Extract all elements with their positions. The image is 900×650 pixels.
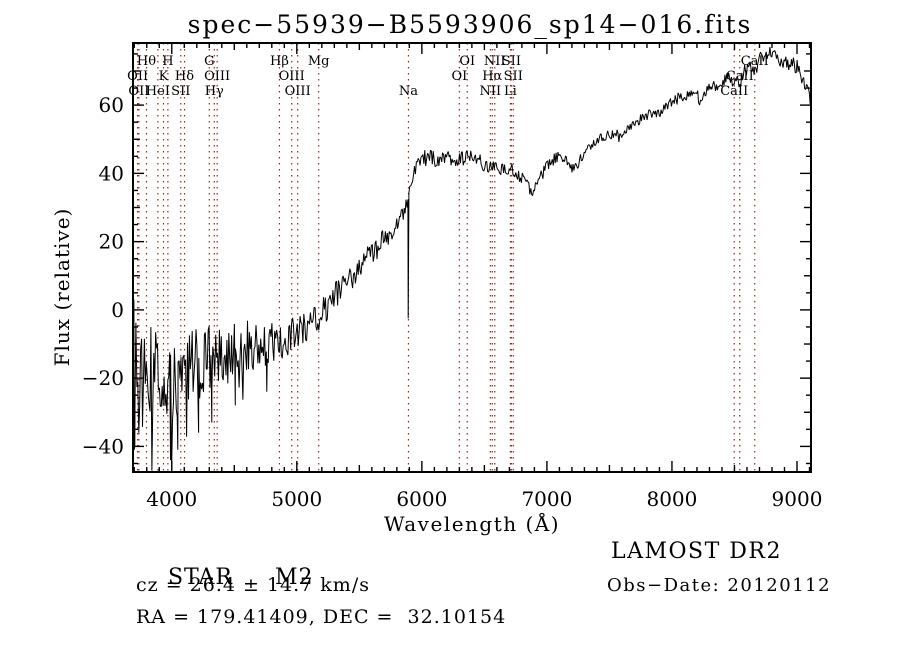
spectral-line-label: Hγ (205, 84, 224, 99)
plot-frame (132, 42, 812, 473)
y-tick-label: 40 (99, 161, 124, 185)
obs-date-line: Obs−Date: 20120112 (607, 575, 832, 596)
spectral-line-label: H (162, 54, 173, 69)
axis-ticks-group (133, 44, 811, 471)
object-type-label: STAR (167, 565, 233, 590)
spectral-line-label: SII (171, 84, 190, 99)
y-tick-label: 20 (99, 230, 124, 254)
x-tick-label: 4000 (146, 487, 197, 511)
spectral-line-label: Hδ (175, 69, 194, 84)
x-tick-label: 6000 (396, 487, 447, 511)
spectral-line-label: NII (484, 54, 506, 69)
cz-value-line: cz = 26.4 ± 14.7 km/s (136, 574, 370, 596)
spectral-line-label: SII (502, 54, 521, 69)
spectral-line-label: NII (480, 84, 502, 99)
x-tick-label: 7000 (521, 487, 572, 511)
spectral-line-label: SII (504, 69, 523, 84)
x-tick-label: 5000 (271, 487, 322, 511)
spectral-line-label: Hβ (270, 54, 289, 69)
spectrum-trace (133, 47, 811, 471)
survey-label: LAMOST DR2 (611, 539, 782, 564)
y-tick-label: 60 (99, 93, 124, 117)
spectral-line-label: OI (451, 69, 467, 84)
spectral-line-label: HeI (146, 84, 170, 99)
spectral-line-label: Na (399, 84, 418, 99)
x-tick-label: 8000 (646, 487, 697, 511)
spectral-line-label: Mg (308, 54, 330, 69)
spectral-line-label: Hα (482, 69, 502, 84)
axis-tick-labels-group: 4000 5000 6000 7000 8000 9000 60 40 20 0 −20 −40 (82, 93, 823, 511)
spectral-line-label: CaII (720, 84, 748, 99)
spectral-line-label: OI (459, 54, 475, 69)
subclass-label: M2 (274, 565, 314, 590)
y-tick-label: 0 (111, 298, 124, 322)
spectral-line-label: K (159, 69, 169, 84)
ra-dec-line: RA = 179.41409, DEC = 32.10154 (136, 606, 507, 628)
y-tick-label: −20 (82, 366, 124, 390)
spectral-lines-group (137, 43, 756, 472)
spectral-line-label: Li (504, 84, 517, 99)
spectral-line-label: Hθ (137, 54, 156, 69)
x-tick-label: 9000 (772, 487, 823, 511)
spectral-line-label: OIII (279, 69, 305, 84)
y-tick-label: −40 (82, 434, 124, 458)
page-title: spec−55939−B5593906_sp14−016.fits (187, 10, 753, 39)
plot-border (132, 42, 812, 473)
spectral-line-label: OIII (204, 69, 230, 84)
x-axis-label: Wavelength (Å) (383, 512, 561, 536)
classification-line: STAR M2 (136, 540, 314, 615)
spectrum-trace-group (133, 47, 811, 471)
spectral-line-label: OIII (285, 84, 311, 99)
spectral-line-label: G (204, 54, 214, 69)
